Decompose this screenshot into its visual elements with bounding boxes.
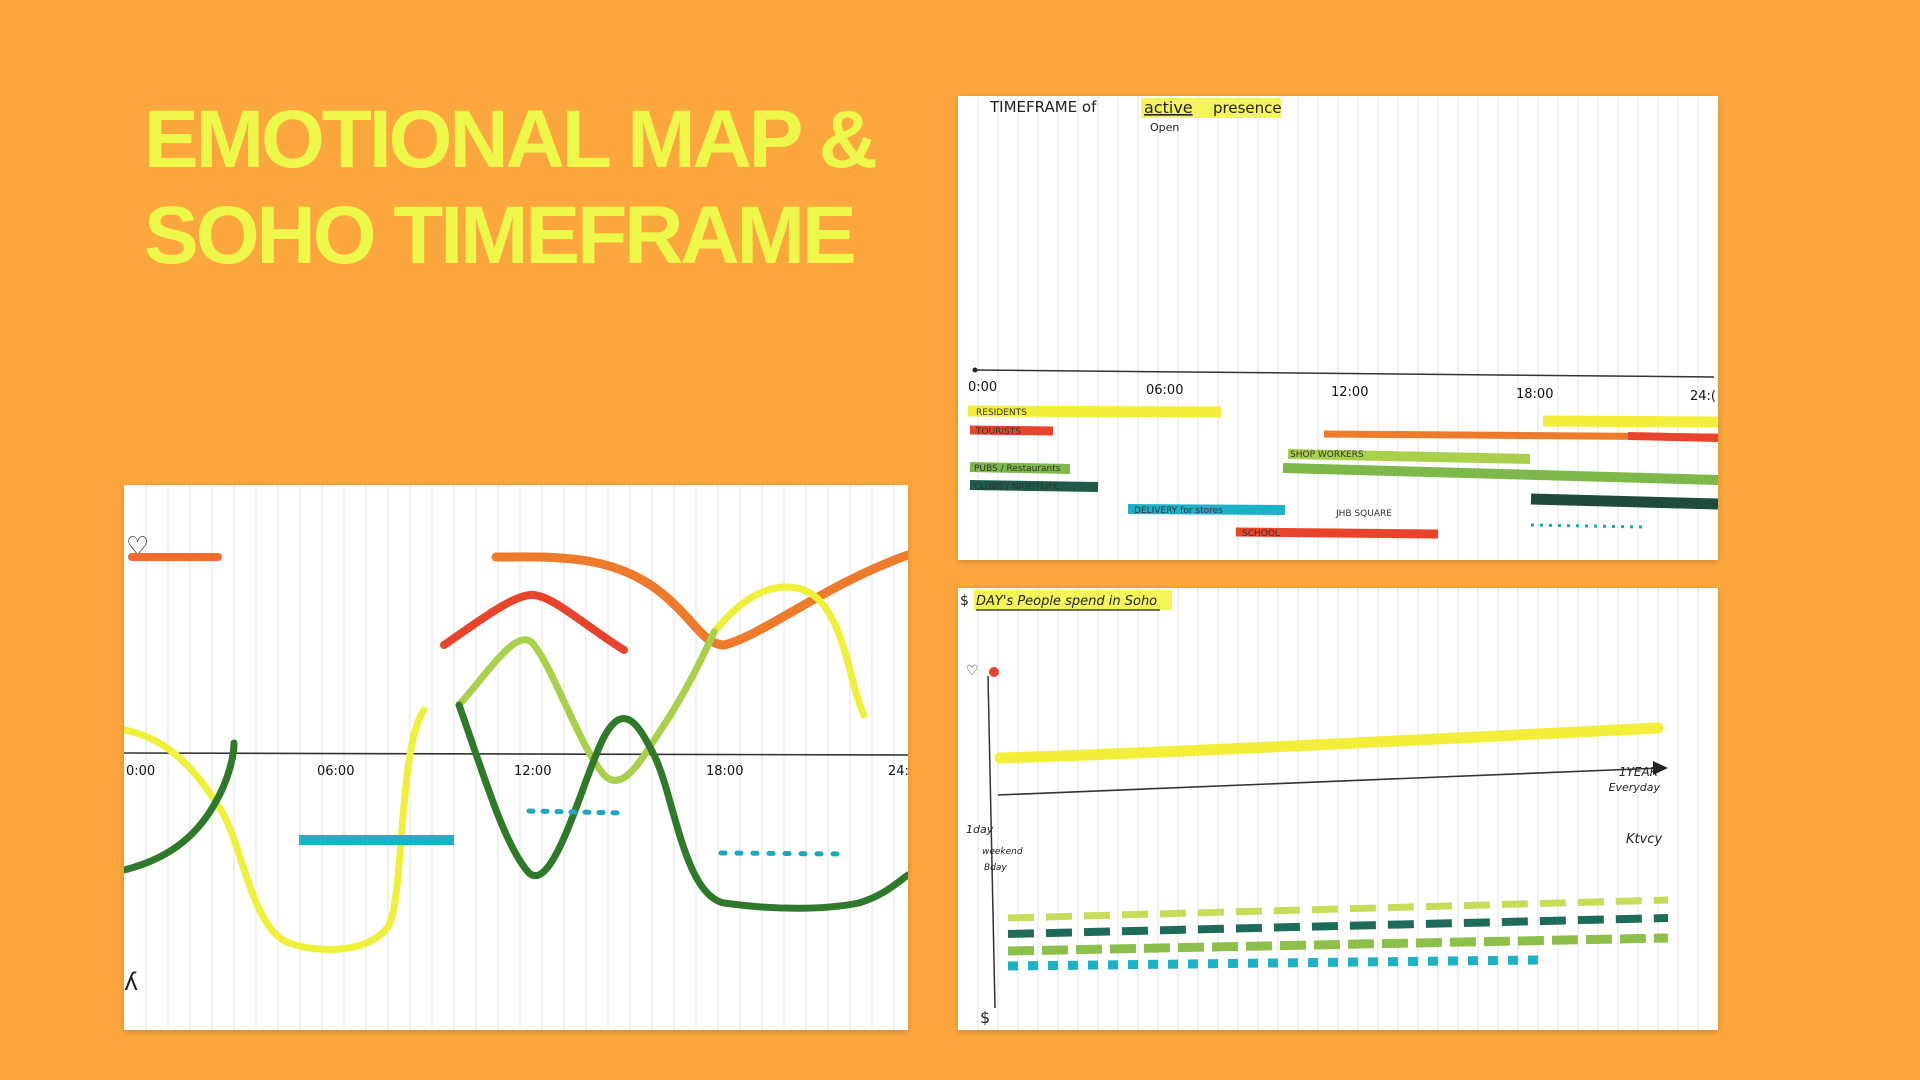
yellow-curve-left <box>124 706 428 953</box>
pubs-bar-day <box>1282 463 1718 485</box>
tick-06: 06:00 <box>1146 383 1183 398</box>
tick-24: 24: <box>888 764 908 779</box>
timeframe-svg: TIMEFRAME of active presence Open 0:00 0… <box>967 96 1718 560</box>
axis-arrow <box>1653 761 1668 775</box>
cyan-dots-1 <box>526 808 627 816</box>
bottom-dollar-symbol: $ <box>980 1008 990 1027</box>
delivery-dots-night <box>1530 523 1645 529</box>
heart-symbol: ♡ <box>966 663 979 679</box>
tick-18: 18:00 <box>706 764 743 779</box>
yellow-trend-line <box>994 722 1664 764</box>
tick-18: 18:00 <box>1516 387 1553 402</box>
pubs-label: PUBS / Restaurants <box>974 464 1061 474</box>
dashed-line-green <box>1007 933 1669 956</box>
red-curve <box>440 590 628 654</box>
dashed-line-darkgreen <box>1007 914 1669 938</box>
axis-start-dot <box>972 367 978 373</box>
residents-bar <box>967 405 1222 418</box>
vertical-axis <box>987 675 996 1009</box>
axis-end-label-bottom: Everyday <box>1609 781 1661 794</box>
left-label-bday: Bday <box>984 863 1007 873</box>
title-highlight-marker <box>1141 98 1281 118</box>
small-note-label: JHB SQUARE <box>1335 509 1392 519</box>
sad-face-symbol: ʎ <box>124 968 138 996</box>
residents-label: RESIDENTS <box>976 408 1027 418</box>
emotional-map-sketch: ♡ 0:00 06:00 12:00 18:00 24: ʎ <box>124 485 908 1030</box>
clubs-bar-night <box>1530 493 1718 510</box>
title-highlight-marker <box>974 590 1172 610</box>
timeframe-title-highlight: active <box>1144 98 1193 117</box>
tick-0: 0:00 <box>126 764 155 779</box>
dark-green-curve-left <box>124 739 238 874</box>
light-green-curve <box>455 628 718 784</box>
dashed-line-cyan <box>1007 955 1539 971</box>
timeframe-sketch: TIMEFRAME of active presence Open 0:00 0… <box>958 96 1718 560</box>
tick-0: 0:00 <box>968 380 997 395</box>
tourists-bar-night <box>1627 432 1718 442</box>
title-dollar-symbol: $ <box>960 593 969 609</box>
notebook-ruling <box>145 485 895 1030</box>
slide-title: EMOTIONAL MAP & SOHO TIMEFRAME <box>144 92 904 284</box>
slide-title-line-2: SOHO TIMEFRAME <box>144 190 857 281</box>
tick-24: 24:( <box>1690 389 1716 404</box>
spend-title: DAY's People spend in Soho <box>976 594 1157 609</box>
notebook-ruling <box>977 588 1699 1030</box>
clubs-bar <box>969 480 1099 492</box>
tick-12: 12:00 <box>514 764 551 779</box>
residents-bar-evening <box>1542 415 1718 428</box>
time-axis <box>973 369 1715 378</box>
notebook-ruling <box>977 96 1699 560</box>
timeframe-title-note: Open <box>1150 121 1179 134</box>
right-scribble: Ktvcy <box>1626 832 1662 847</box>
spend-sketch: $ DAY's People spend in Soho ♡ $ 1YEAR E… <box>958 588 1718 1030</box>
cyan-dots-2 <box>718 850 845 857</box>
horizontal-axis <box>997 767 1662 796</box>
delivery-bar <box>1127 504 1286 515</box>
orange-curve <box>491 550 908 650</box>
left-label-weekend: weekend <box>982 847 1023 857</box>
timeframe-title-prefix: TIMEFRAME of <box>989 98 1097 116</box>
tourists-label: TOURISTS <box>975 427 1021 437</box>
pubs-bar <box>969 462 1071 474</box>
school-label: SCHOOL <box>1242 529 1280 539</box>
spend-svg: $ DAY's People spend in Soho ♡ $ 1YEAR E… <box>960 588 1699 1030</box>
left-label-1day: 1day <box>966 823 994 836</box>
dark-green-curve <box>455 701 908 912</box>
emotional-map-svg: ♡ 0:00 06:00 12:00 18:00 24: ʎ <box>124 485 908 1030</box>
tourists-bar <box>969 425 1054 436</box>
slide-title-line-1: EMOTIONAL MAP & <box>144 94 878 185</box>
tick-12: 12:00 <box>1331 385 1368 400</box>
red-dot <box>989 667 999 677</box>
shop-workers-bar <box>1287 449 1531 464</box>
time-axis <box>124 752 908 756</box>
timeframe-title-suffix: presence <box>1213 99 1282 117</box>
delivery-label: DELIVERY for stores <box>1134 506 1223 516</box>
shop-workers-label: SHOP WORKERS <box>1290 450 1364 460</box>
dashed-line-lightgreen <box>1007 896 1669 922</box>
tick-06: 06:00 <box>317 764 354 779</box>
clubs-label: CLUBS / NIGHTLIFE <box>974 482 1059 492</box>
school-bar <box>1235 527 1439 539</box>
axis-end-label-top: 1YEAR <box>1619 765 1658 779</box>
yellow-curve-right <box>710 583 868 719</box>
